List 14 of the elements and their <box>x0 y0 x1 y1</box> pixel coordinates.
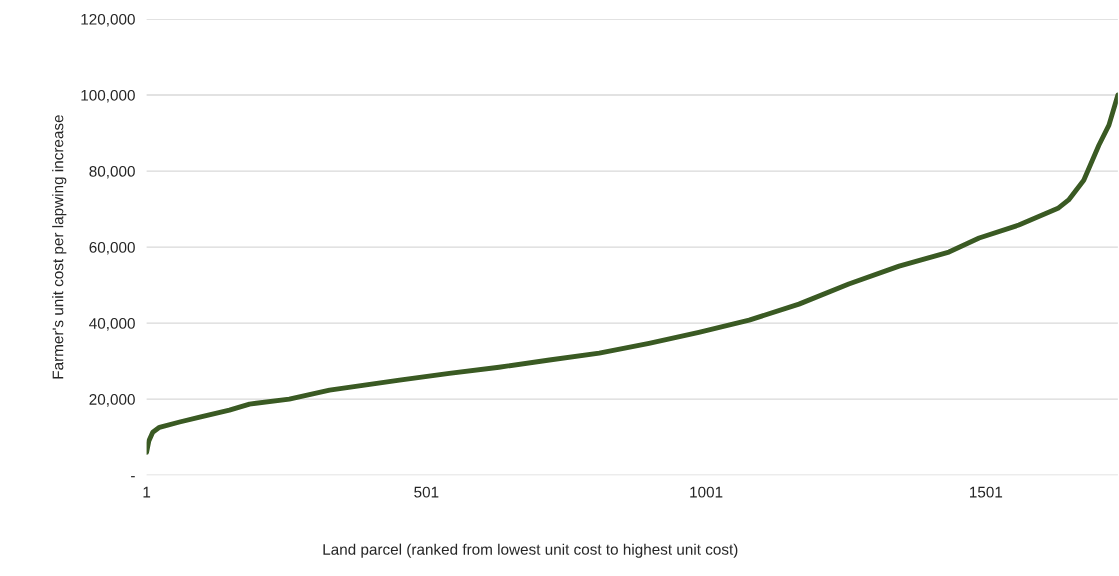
y-tick-label: - <box>131 476 135 478</box>
line-series <box>146 92 1118 455</box>
y-axis-title: Farmer's unit cost per lapwing increase <box>52 115 67 379</box>
y-tick-label: 40,000 <box>89 318 135 331</box>
y-tick-label: 120,000 <box>81 13 135 27</box>
x-axis-title: Land parcel (ranked from lowest unit cost to highest unit cost) <box>323 543 738 558</box>
x-tick-label: 1501 <box>970 486 1003 498</box>
x-tick-label: 1 <box>143 486 151 498</box>
y-tick-label: 20,000 <box>89 394 135 407</box>
y-tick-label: 80,000 <box>89 165 135 179</box>
x-tick-label: 1001 <box>690 486 723 498</box>
y-tick-label: 100,000 <box>81 89 135 103</box>
y-tick-label: 60,000 <box>89 241 135 255</box>
x-tick-label: 501 <box>414 486 439 498</box>
